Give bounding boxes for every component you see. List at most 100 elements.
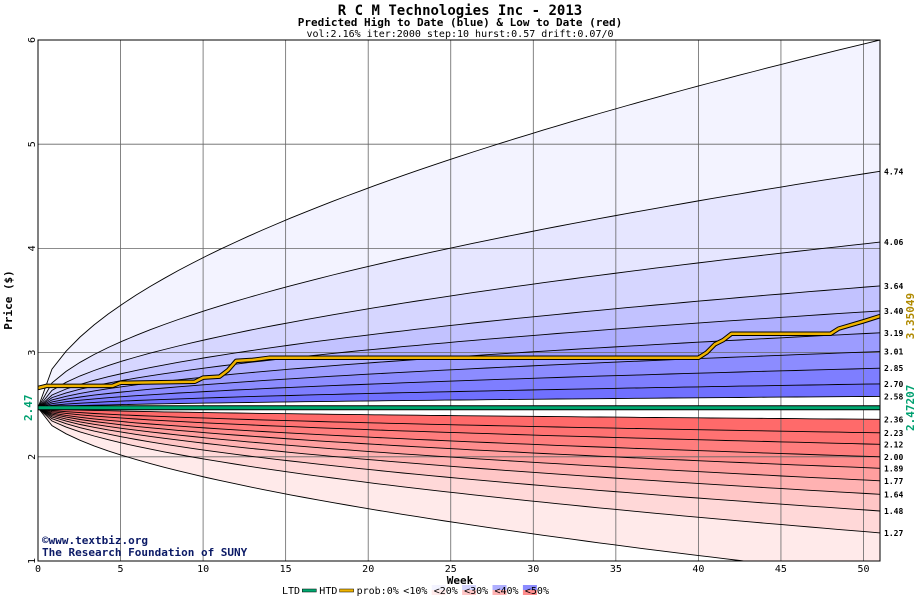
legend-swatch-prob-high	[462, 585, 477, 590]
x-tick-label: 40	[692, 564, 704, 575]
y-axis-label: Price ($)	[2, 270, 15, 330]
quantile-label: 2.36	[884, 415, 903, 424]
low-band	[38, 407, 880, 445]
legend-swatch-prob-high	[522, 585, 537, 590]
legend-swatch-prob-low	[401, 590, 416, 595]
low-band	[38, 407, 880, 533]
high-band	[38, 383, 880, 408]
low-band	[38, 407, 880, 481]
high-band	[38, 368, 880, 408]
quantile-curve	[38, 367, 880, 409]
quantile-label: 2.23	[884, 429, 903, 438]
quantile-curve	[38, 40, 880, 408]
quantile-curve	[38, 407, 880, 434]
quantile-curve	[38, 407, 880, 495]
quantile-label: 1.77	[884, 477, 903, 486]
x-tick-label: 50	[857, 564, 869, 575]
y-tick-label: 6	[27, 37, 38, 43]
ltd-end-label: 2.47207	[904, 385, 917, 431]
legend-label: <20%	[434, 586, 458, 597]
quantile-label: 2.85	[884, 364, 903, 373]
high-band	[38, 171, 880, 408]
quantile-curve	[38, 170, 880, 409]
quantile-label: 1.64	[884, 490, 903, 499]
high-band	[38, 332, 880, 408]
x-tick-label: 15	[280, 564, 292, 575]
quantile-curve	[38, 395, 880, 409]
chart-title: R C M Technologies Inc - 2013	[338, 3, 582, 19]
high-band	[38, 310, 880, 408]
htd-line	[37, 314, 881, 390]
quantile-curve	[38, 285, 880, 409]
legend-label: <30%	[464, 586, 488, 597]
high-band	[38, 351, 880, 408]
y-tick-label: 1	[27, 558, 38, 564]
legend-label: HTD	[319, 586, 337, 597]
quantile-curve	[38, 310, 880, 409]
high-band	[38, 242, 880, 408]
legend-swatch-prob-high	[431, 585, 446, 590]
quantile-label: 3.19	[884, 329, 903, 338]
x-tick-label: 45	[775, 564, 787, 575]
legend-swatch-prob-low	[492, 590, 507, 595]
high-band	[38, 40, 880, 408]
quantile-label: 4.74	[884, 167, 903, 176]
chart-params: vol:2.16% iter:2000 step:10 hurst:0.57 d…	[306, 29, 613, 40]
legend-label: prob:0%	[357, 586, 399, 597]
quantile-curve	[38, 241, 880, 409]
low-band	[38, 407, 880, 561]
legend-label: <10%	[403, 586, 427, 597]
quantile-curve	[38, 407, 880, 420]
quantile-label: 4.06	[884, 238, 903, 247]
plot-frame	[37, 39, 881, 562]
quantile-label: 3.01	[884, 348, 903, 357]
median-low-band	[38, 407, 880, 420]
x-axis-label: Week	[447, 574, 474, 587]
low-band	[38, 407, 880, 495]
low-band	[38, 407, 880, 469]
median-high-band	[38, 396, 880, 408]
y-tick-label: 5	[27, 141, 38, 147]
y-tick-label: 3	[27, 350, 38, 356]
quantile-label: 3.40	[884, 307, 903, 316]
x-tick-label: 5	[118, 564, 124, 575]
quantile-label: 1.48	[884, 507, 903, 516]
y-tick-label: 2	[27, 454, 38, 460]
legend-swatch-prob-high	[401, 585, 416, 590]
start-price-label: 2.47	[22, 395, 35, 422]
htd-end-label: 3.35049	[904, 293, 917, 339]
legend-label: LTD	[282, 586, 300, 597]
quantile-label: 2.58	[884, 392, 903, 401]
y-tick-label: 4	[27, 245, 38, 251]
x-tick-label: 0	[35, 564, 41, 575]
quantile-label: 1.89	[884, 464, 903, 473]
legend-label: <50%	[525, 586, 549, 597]
low-band	[38, 407, 880, 457]
x-tick-label: 30	[527, 564, 539, 575]
quantile-curve	[38, 407, 880, 445]
legend-swatch-prob-low	[462, 590, 477, 595]
quantile-curve	[38, 407, 880, 469]
quantile-curve	[38, 407, 880, 512]
x-tick-label: 35	[610, 564, 622, 575]
quantile-label: 3.64	[884, 282, 903, 291]
chart-subtitle: Predicted High to Date (blue) & Low to D…	[298, 16, 623, 29]
x-tick-label: 25	[445, 564, 457, 575]
legend-swatch-prob-low	[522, 590, 537, 595]
quantile-curve	[38, 407, 880, 458]
legend-swatch-prob-high	[492, 585, 507, 590]
x-tick-label: 20	[362, 564, 374, 575]
legend-swatch-prob-low	[431, 590, 446, 595]
low-band	[38, 407, 880, 433]
credit-line-1: ©www.textbiz.org	[42, 534, 148, 547]
low-band	[38, 407, 880, 511]
quantile-label: 2.70	[884, 380, 903, 389]
high-band	[38, 285, 880, 408]
quantile-label: 2.12	[884, 440, 903, 449]
credit-line-2: The Research Foundation of SUNY	[42, 546, 248, 559]
legend-swatch-htd	[339, 588, 354, 593]
quantile-curve	[38, 407, 880, 534]
quantile-curve	[38, 351, 880, 409]
